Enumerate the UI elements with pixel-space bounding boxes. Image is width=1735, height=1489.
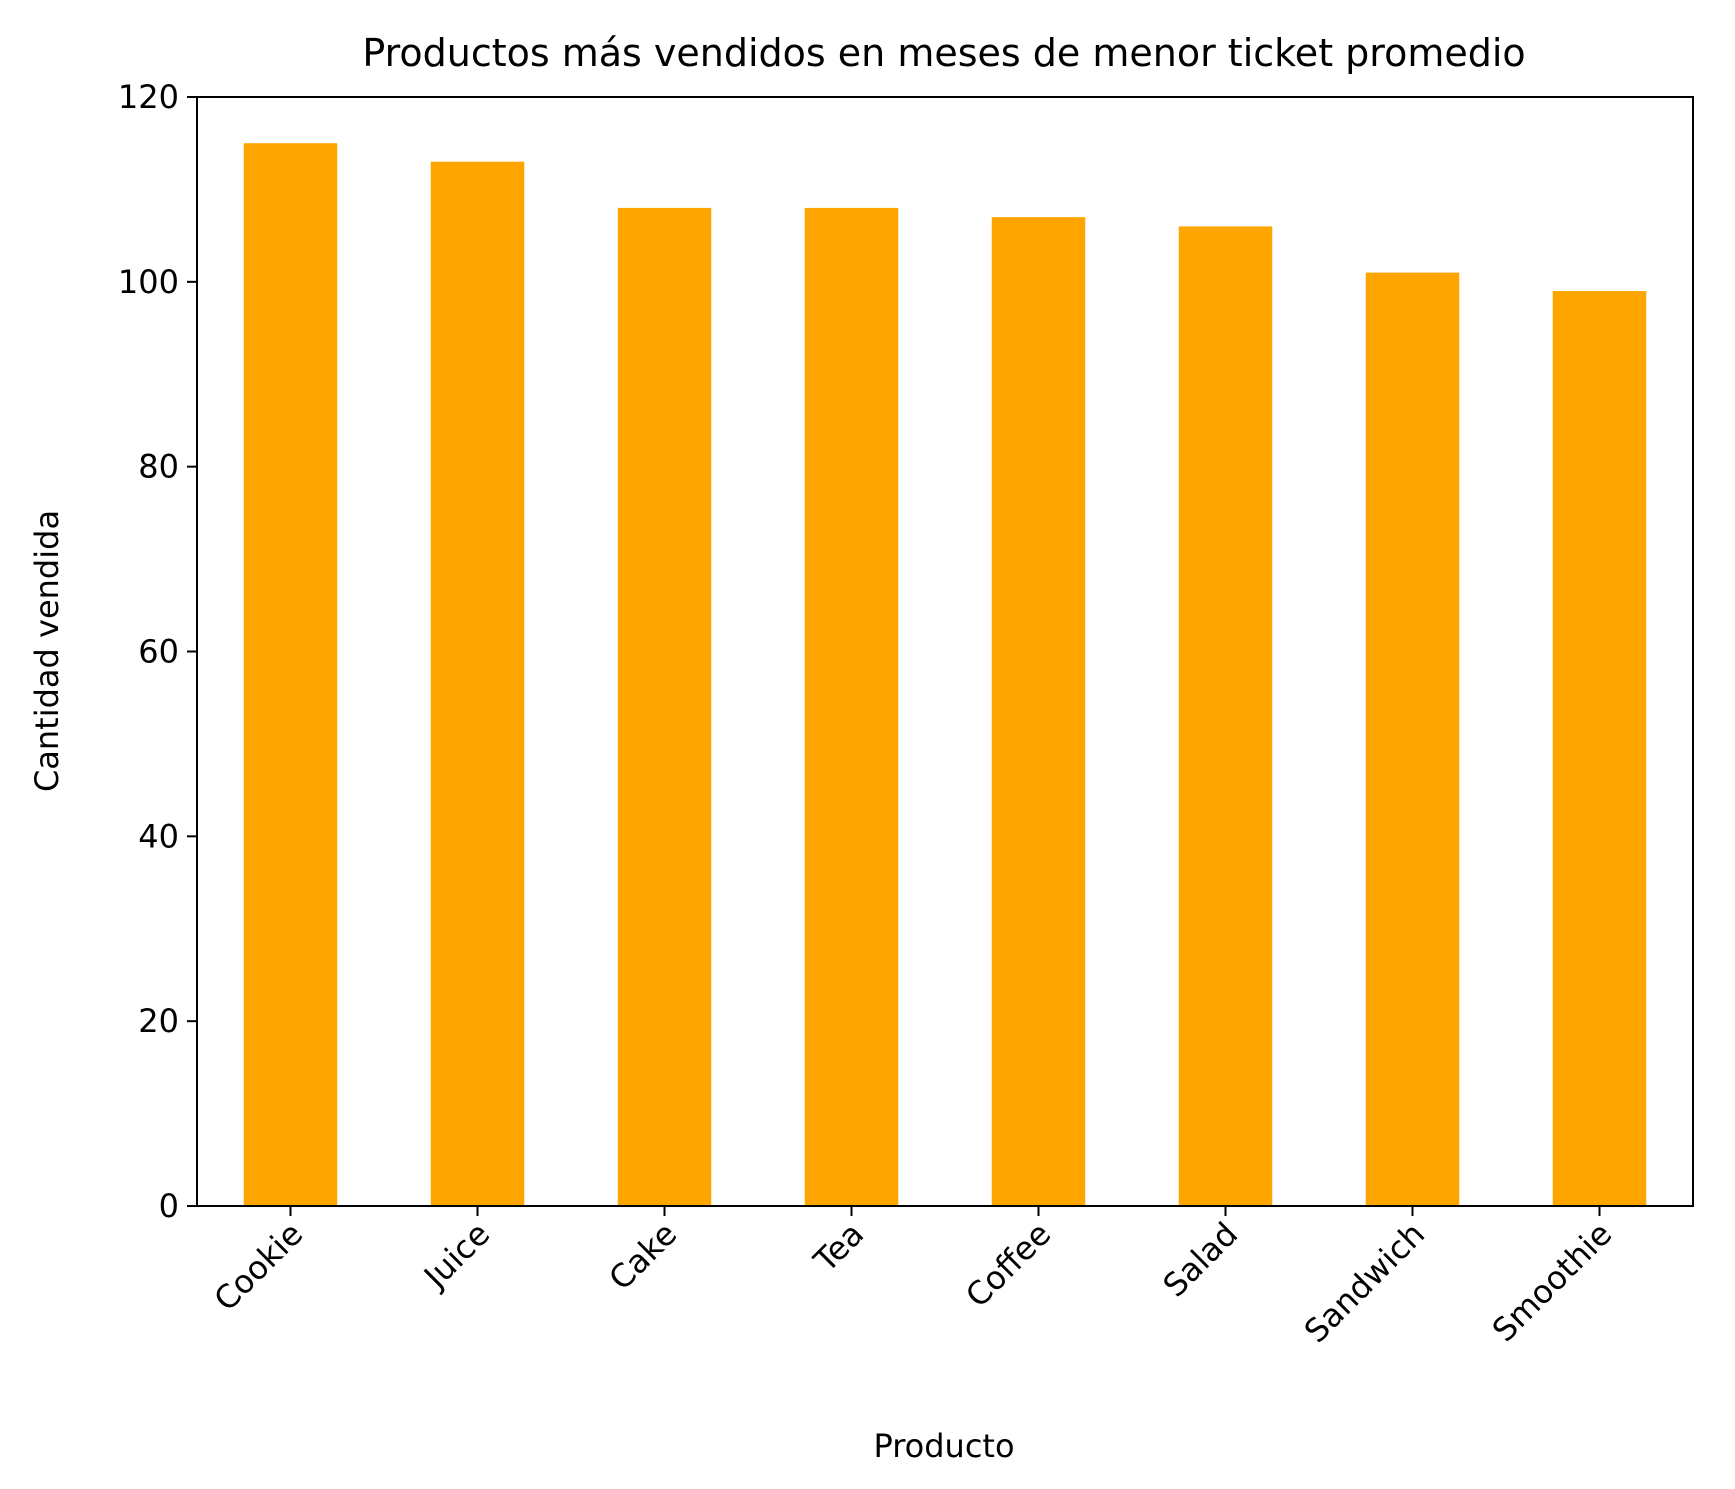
chart-title: Productos más vendidos en meses de menor… xyxy=(362,31,1525,75)
bars-group xyxy=(243,143,1647,1207)
bar-cake xyxy=(617,207,712,1206)
y-tick-label: 60 xyxy=(138,633,179,671)
y-axis-label: Cantidad vendida xyxy=(28,510,66,792)
x-tick-label: Smoothie xyxy=(1485,1215,1619,1349)
x-axis-ticks: Cookie Juice Cake Tea Coffee Salad Sandwich Smo… xyxy=(206,1206,1619,1350)
bar-juice xyxy=(430,161,525,1207)
x-tick-label: Coffee xyxy=(958,1215,1058,1315)
y-tick-label: 100 xyxy=(118,263,179,301)
x-tick-label: Cake xyxy=(601,1215,684,1298)
y-tick-label: 120 xyxy=(118,78,179,116)
y-tick-label: 20 xyxy=(138,1002,179,1040)
plot-area-frame xyxy=(196,96,1694,1207)
y-tick-label: 80 xyxy=(138,448,179,486)
x-tick-label: Juice xyxy=(415,1215,497,1297)
bar-smoothie xyxy=(1552,291,1647,1206)
y-tick-label: 0 xyxy=(159,1187,179,1225)
x-tick-label: Sandwich xyxy=(1297,1215,1432,1350)
bar-salad xyxy=(1178,226,1273,1207)
y-axis-ticks: 0 20 40 60 80 100 120 xyxy=(118,78,197,1225)
bar-tea xyxy=(804,207,899,1206)
bar-cookie xyxy=(243,143,338,1206)
bar-coffee xyxy=(991,217,1086,1206)
y-tick-label: 40 xyxy=(138,817,179,855)
x-tick-label: Tea xyxy=(806,1215,871,1280)
x-axis-label: Producto xyxy=(873,1427,1014,1465)
x-tick-label: Cookie xyxy=(206,1215,310,1319)
bar-sandwich xyxy=(1365,272,1460,1206)
x-tick-label: Salad xyxy=(1156,1215,1246,1305)
